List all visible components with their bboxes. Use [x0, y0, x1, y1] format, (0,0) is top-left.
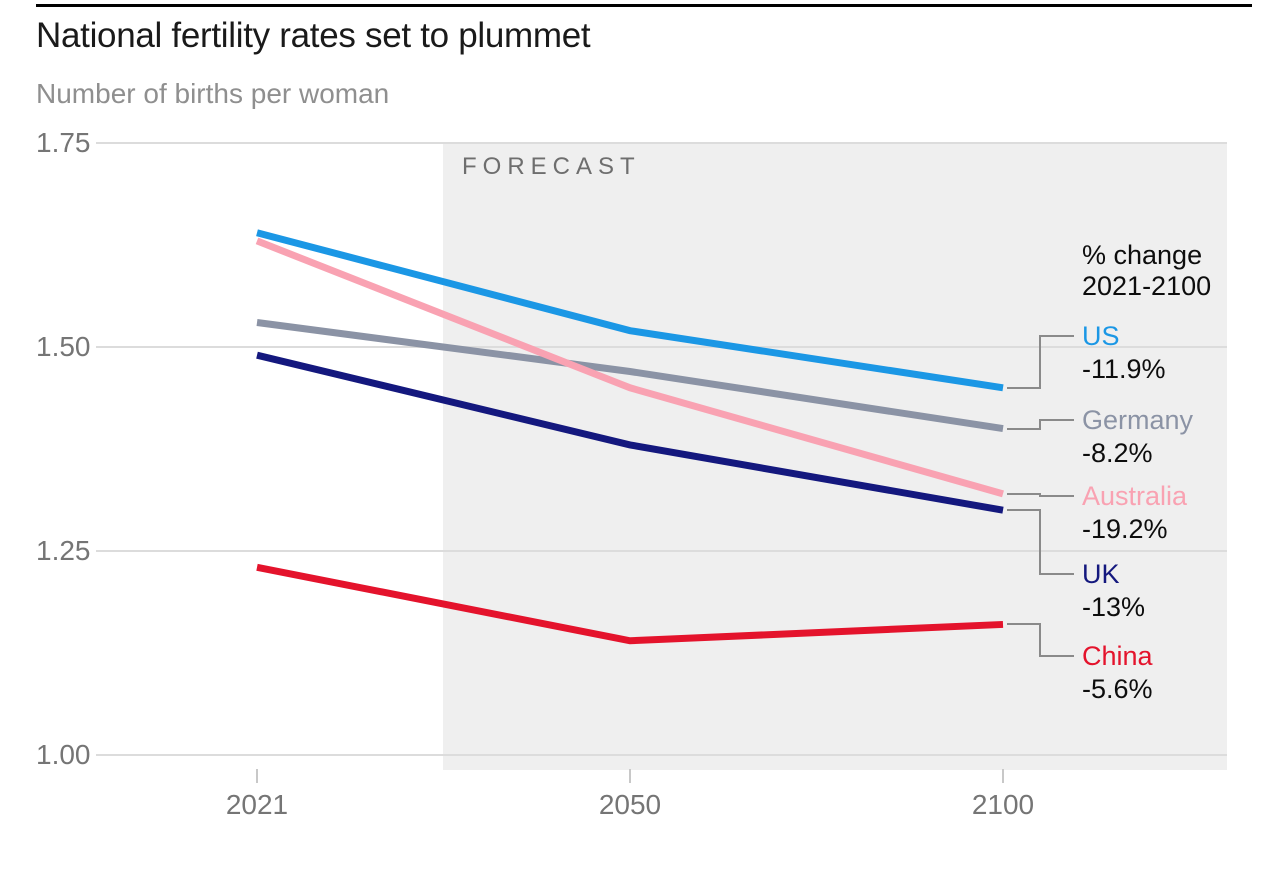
series-line-australia — [255, 237, 1004, 498]
series-line-us — [256, 229, 1004, 392]
series-line-germany — [256, 319, 1004, 433]
forecast-label: FORECAST — [462, 153, 641, 180]
series-line-uk — [256, 351, 1004, 514]
legend-header: % change 2021-2100 — [1082, 240, 1211, 302]
chart-subtitle: Number of births per woman — [36, 78, 390, 109]
legend-label-china: China — [1082, 641, 1153, 671]
legend-label-germany: Germany — [1082, 405, 1194, 435]
legend-pct-change-china: -5.6% — [1082, 674, 1153, 704]
legend-pct-change-uk: -13% — [1082, 592, 1146, 622]
legend-pct-change-us: -11.9% — [1082, 354, 1166, 384]
gridline-1.00 — [96, 754, 1227, 756]
legend-header-line1: % change — [1082, 240, 1203, 270]
gridline-1.50 — [96, 346, 1227, 348]
leader-line-australia — [1007, 493, 1074, 497]
x-axis-label: 2100 — [971, 789, 1035, 820]
gridline-1.25 — [96, 550, 1227, 552]
series-line-china — [256, 563, 1004, 645]
leader-line-uk — [1007, 509, 1074, 575]
y-axis-label: 1.00 — [36, 739, 91, 770]
y-axis-label: 1.25 — [36, 535, 91, 566]
legend-pct-change-germany: -8.2% — [1082, 438, 1153, 468]
legend-header-line2: 2021-2100 — [1082, 271, 1212, 301]
x-axis-label: 2050 — [598, 789, 662, 820]
x-axis-label: 2021 — [225, 789, 289, 820]
chart-title: National fertility rates set to plummet — [36, 16, 591, 55]
gridline-1.75 — [96, 142, 1227, 144]
legend-label-uk: UK — [1082, 559, 1120, 589]
y-axis-label: 1.75 — [36, 127, 91, 158]
forecast-band — [443, 142, 1227, 770]
leader-line-germany — [1007, 419, 1074, 430]
top-rule — [36, 4, 1252, 7]
leader-line-china — [1007, 623, 1074, 657]
legend-label-us: US — [1082, 321, 1120, 351]
y-axis-label: 1.50 — [36, 331, 91, 362]
legend-label-australia: Australia — [1082, 481, 1188, 511]
leader-line-us — [1007, 335, 1074, 389]
legend-pct-change-australia: -19.2% — [1082, 514, 1168, 544]
